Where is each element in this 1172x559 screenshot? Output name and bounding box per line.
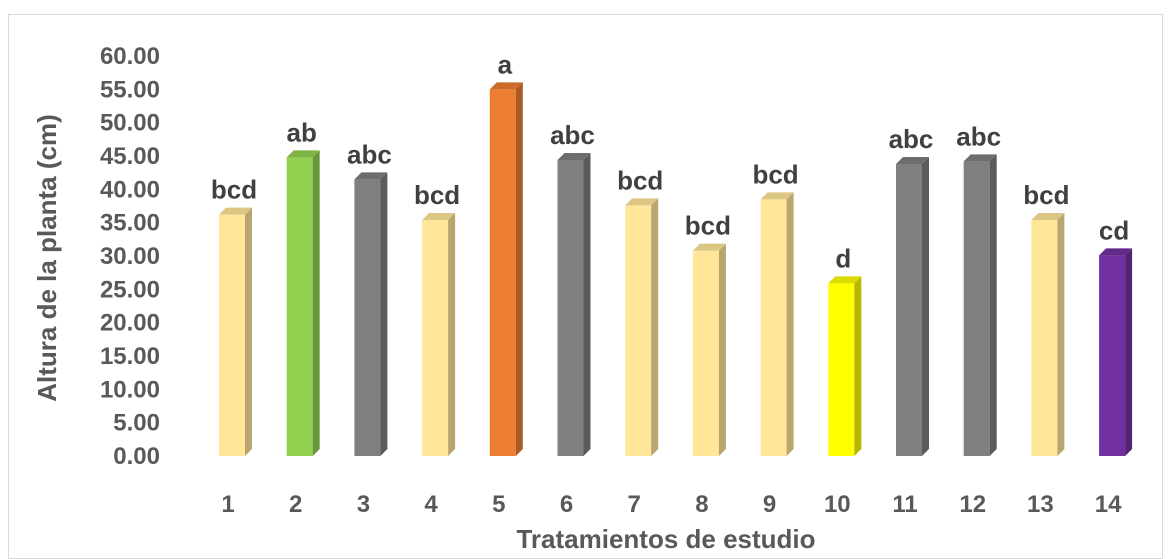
data-label: abc (956, 121, 1001, 151)
x-tick-label: 1 (221, 491, 234, 518)
x-tick-label: 7 (628, 491, 641, 518)
y-tick-label: 40.00 (100, 176, 160, 203)
x-axis-ticks: 1 2 3 4 5 6 7 8 9 10 11 12 13 14 (221, 491, 1122, 518)
x-axis-title: Tratamientos de estudio (516, 524, 815, 554)
bar-4 (422, 213, 456, 456)
data-label: a (498, 49, 513, 79)
x-tick-label: 13 (1027, 491, 1054, 518)
data-label: bcd (752, 159, 798, 189)
bar-7 (625, 198, 659, 457)
bar-3 (354, 172, 388, 457)
y-tick-label: 35.00 (100, 210, 160, 237)
data-label: abc (889, 124, 934, 154)
y-axis-ticks: 0.00 5.00 10.00 15.00 20.00 25.00 30.00 35.00 40… (100, 43, 160, 470)
data-label: bcd (414, 180, 460, 210)
bar-2 (286, 150, 320, 457)
y-tick-label: 50.00 (100, 110, 160, 137)
bars (219, 82, 1133, 457)
data-label: abc (550, 120, 595, 150)
x-tick-label: 6 (560, 491, 573, 518)
bar-12 (963, 154, 997, 457)
bar-5 (489, 82, 523, 456)
x-tick-label: 5 (492, 491, 505, 518)
bar-10 (828, 276, 862, 456)
y-tick-label: 30.00 (100, 243, 160, 270)
y-tick-label: 45.00 (100, 143, 160, 170)
y-tick-label: 0.00 (113, 443, 160, 470)
y-tick-label: 25.00 (100, 276, 160, 303)
data-label: bcd (617, 165, 663, 195)
data-label: bcd (1023, 180, 1069, 210)
x-tick-label: 12 (959, 491, 986, 518)
x-tick-label: 2 (289, 491, 302, 518)
x-tick-label: 8 (695, 491, 708, 518)
y-tick-label: 55.00 (100, 76, 160, 103)
x-tick-label: 3 (357, 491, 370, 518)
data-label: cd (1099, 215, 1129, 245)
data-label: bcd (211, 175, 257, 205)
bar-14 (1099, 248, 1133, 456)
data-label: bcd (685, 211, 731, 241)
y-tick-label: 10.00 (100, 376, 160, 403)
bar-11 (896, 157, 929, 456)
bar-9 (760, 192, 794, 457)
bar-8 (692, 243, 726, 456)
x-tick-label: 14 (1095, 491, 1122, 518)
x-tick-label: 11 (892, 491, 917, 518)
data-label: abc (347, 139, 392, 169)
x-tick-label: 4 (424, 491, 438, 518)
bar-6 (557, 153, 591, 456)
x-tick-label: 10 (824, 491, 851, 518)
y-tick-label: 5.00 (113, 410, 160, 437)
bar-13 (1031, 213, 1065, 456)
bar-1 (219, 207, 252, 456)
data-label: d (835, 243, 851, 273)
y-tick-label: 60.00 (100, 43, 160, 70)
y-axis-title: Altura de la planta (cm) (32, 114, 62, 402)
x-tick-label: 9 (763, 491, 776, 518)
y-tick-label: 20.00 (100, 310, 160, 337)
data-label: ab (287, 117, 317, 147)
y-tick-label: 15.00 (100, 343, 160, 370)
